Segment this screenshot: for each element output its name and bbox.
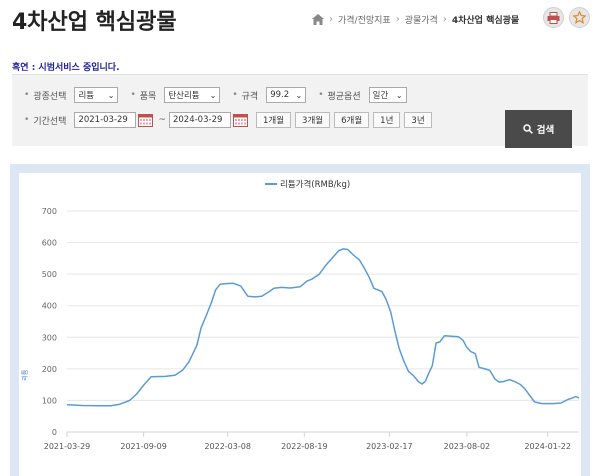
- x-tick-label: 2023-08-02: [444, 442, 491, 451]
- notice-text: 혹연 : 시범서비스 중입니다.: [12, 63, 120, 73]
- avg-option-select[interactable]: 일간 ⌄: [368, 87, 407, 103]
- breadcrumb-item[interactable]: 가격/전망지표: [338, 16, 391, 26]
- start-date-input[interactable]: 2021-03-29: [74, 112, 137, 128]
- period-1year-button[interactable]: 1년: [373, 112, 401, 128]
- breadcrumb-item[interactable]: 광물가격: [404, 16, 438, 26]
- star-icon: [573, 11, 586, 24]
- home-icon[interactable]: [312, 14, 324, 25]
- y-tick-label: 700: [42, 207, 57, 216]
- chevron-down-icon: ⌄: [209, 90, 217, 100]
- x-tick-label: 2023-02-17: [366, 442, 413, 451]
- item-label: 품목: [139, 91, 157, 102]
- spec-select[interactable]: 99.2 ⌄: [266, 87, 307, 103]
- chart-frame: 리튬가격(RMB/kg) 0 100 200 300 400 500 600 700 2021…: [10, 164, 590, 476]
- y-tick-label: 600: [42, 239, 57, 248]
- chevron-right-icon: ›: [442, 14, 447, 25]
- x-tick-label: 2021-09-09: [120, 442, 167, 451]
- period-3years-button[interactable]: 3년: [404, 112, 432, 128]
- search-button[interactable]: 검색: [505, 110, 572, 148]
- x-tick-label: 2022-03-08: [204, 442, 251, 451]
- spec-label: 규격: [241, 91, 259, 102]
- item-select[interactable]: 탄산리튬 ⌄: [164, 87, 221, 103]
- calendar-icon[interactable]: [232, 113, 248, 127]
- period-label: 기간선택: [33, 116, 67, 127]
- series-line[interactable]: [66, 248, 580, 407]
- y-tick-label: 100: [42, 396, 57, 405]
- breadcrumb-current: 4차산업 핵심광물: [451, 16, 520, 26]
- mineral-label: 광종선택: [33, 91, 67, 102]
- chevron-right-icon: ›: [395, 14, 400, 25]
- calendar-icon[interactable]: [138, 113, 154, 127]
- y-tick-label: 0: [52, 428, 57, 437]
- legend-label: 리튬가격(RMB/kg): [280, 179, 350, 190]
- chart-grid: [67, 210, 579, 433]
- price-line-chart: 리튬가격(RMB/kg) 0 100 200 300 400 500 600 700 2021…: [21, 179, 580, 451]
- favorite-button[interactable]: [569, 7, 590, 28]
- period-3months-button[interactable]: 3개월: [295, 112, 331, 128]
- filter-row-2: • 기간선택 2021-03-29 ~ 2024-03-29 1개월 3개월 6…: [24, 112, 432, 128]
- x-tick-label: 2022-08-19: [281, 442, 328, 451]
- filter-panel: • 광종선택 리튬 ⌄ • 품목 탄산리튬 ⌄ • 규격 99.2 ⌄ • 평균옵션 …: [12, 74, 588, 146]
- chart-container: 리튬가격(RMB/kg) 0 100 200 300 400 500 600 700 2021…: [19, 173, 581, 476]
- chevron-down-icon: ⌄: [107, 90, 115, 100]
- chevron-right-icon: ›: [329, 14, 333, 25]
- y-tick-label: 300: [42, 333, 57, 342]
- end-date-input[interactable]: 2024-03-29: [168, 112, 231, 128]
- chevron-down-icon: ⌄: [295, 90, 303, 100]
- mineral-select[interactable]: 리튬 ⌄: [74, 87, 119, 103]
- period-6months-button[interactable]: 6개월: [334, 112, 370, 128]
- y-tick-label: 200: [42, 365, 57, 374]
- chevron-down-icon: ⌄: [395, 90, 403, 100]
- chart-legend[interactable]: 리튬가격(RMB/kg): [265, 179, 350, 190]
- x-axis-ticks: 2021-03-29 2021-09-09 2022-03-08 2022-08-19…: [44, 432, 571, 451]
- print-button[interactable]: [543, 7, 564, 28]
- y-tick-label: 500: [42, 270, 57, 279]
- filter-row-1: • 광종선택 리튬 ⌄ • 품목 탄산리튬 ⌄ • 규격 99.2 ⌄ • 평균옵션 …: [24, 87, 419, 103]
- x-tick-label: 2021-03-29: [44, 442, 91, 451]
- page-title: 4차산업 핵심광물: [12, 10, 177, 35]
- avg-option-label: 평균옵션: [327, 91, 361, 102]
- x-tick-label: 2024-01-22: [524, 442, 571, 451]
- breadcrumb: › 가격/전망지표 › 광물가격 › 4차산업 핵심광물: [312, 13, 519, 26]
- y-tick-label: 400: [42, 302, 57, 311]
- search-icon: [523, 124, 533, 134]
- print-icon: [547, 11, 560, 24]
- period-1month-button[interactable]: 1개월: [255, 112, 292, 128]
- y-axis-ticks: 0 100 200 300 400 500 600 700: [42, 207, 57, 437]
- y-axis-label: 리튬: [21, 369, 29, 381]
